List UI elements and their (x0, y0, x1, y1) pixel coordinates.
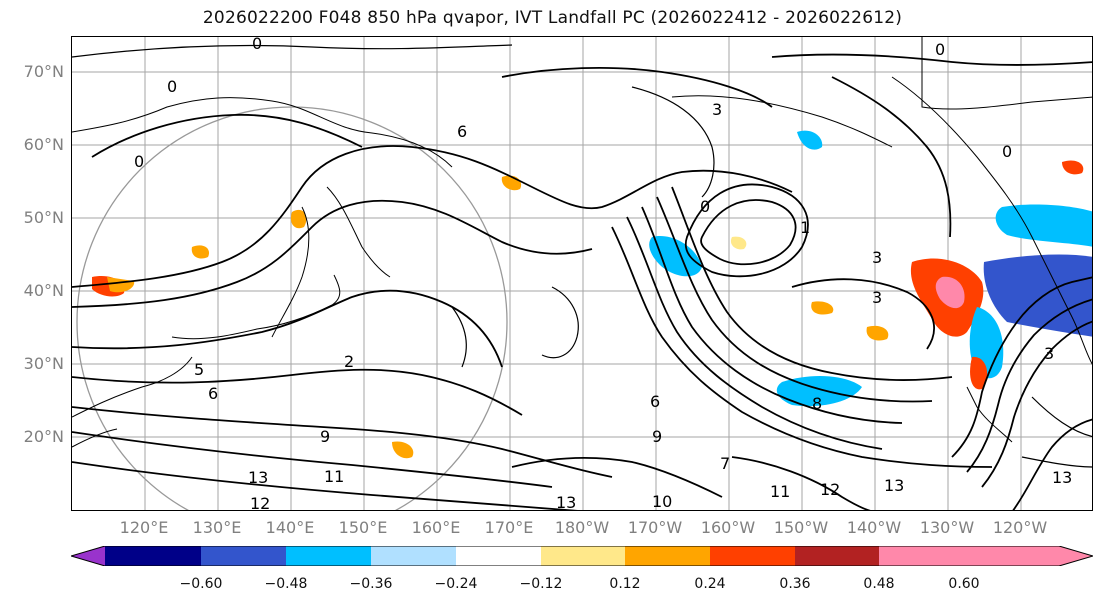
colorbar-tick: 0.48 (863, 576, 895, 592)
colorbar-segment (625, 546, 710, 566)
colorbar-tick: 0.36 (779, 576, 811, 592)
lon-label: 150°E (338, 518, 388, 537)
lon-label: 160°W (700, 518, 756, 537)
map-title: 2026022200 F048 850 hPa qvapor, IVT Land… (202, 8, 903, 28)
colorbar-segment (710, 546, 795, 566)
colorbar-segment (105, 546, 201, 566)
colorbar-segment (456, 546, 541, 566)
colorbar-segment (795, 546, 879, 566)
contour-label: 5 (194, 360, 204, 379)
contour-label: 3 (1044, 344, 1054, 363)
contour-label: 3 (872, 288, 882, 307)
colorbar-segment (879, 546, 964, 566)
contour-label: 0 (700, 197, 710, 216)
contour-label: 8 (812, 394, 822, 413)
lon-label: 180°W (554, 518, 610, 537)
colorbar-tick: −0.48 (264, 576, 308, 592)
colorbar-tick: −0.24 (434, 576, 478, 592)
colorbar-tick: −0.12 (519, 576, 563, 592)
contour-label: 2 (344, 352, 354, 371)
contour-label: 6 (650, 392, 660, 411)
lon-label: 120°W (992, 518, 1048, 537)
contour-label-group: 0 0 0 0 6 0 3 3 3 3 0 1 5 2 9 11 13 13 1… (134, 37, 1072, 511)
colorbar (71, 546, 1093, 566)
ivt-contours (72, 53, 1092, 510)
colorbar-segment (541, 546, 625, 566)
lon-label: 130°W (919, 518, 975, 537)
lat-label-60n: 60°N (23, 135, 64, 154)
colorbar-segment (371, 546, 456, 566)
lon-label: 140°W (846, 518, 902, 537)
contour-label: 13 (556, 493, 576, 511)
contour-label: 6 (208, 384, 218, 403)
lon-label: 170°E (484, 518, 534, 537)
lat-label-50n: 50°N (23, 208, 64, 227)
lat-label-20n: 20°N (23, 427, 64, 446)
range-ring (76, 106, 508, 510)
contour-label: 13 (248, 468, 268, 487)
contour-label: 12 (250, 494, 270, 511)
colorbar-tick: −0.36 (349, 576, 393, 592)
colorbar-segment (71, 546, 105, 566)
contour-label: 13 (884, 476, 904, 495)
contour-label: 0 (167, 77, 177, 96)
lat-label-70n: 70°N (23, 62, 64, 81)
contour-label: 11 (770, 482, 790, 501)
lon-label: 130°E (192, 518, 242, 537)
contour-label: 9 (652, 427, 662, 446)
colorbar-tick: 0.24 (694, 576, 726, 592)
contour-thin (72, 44, 1092, 468)
coastlines (72, 37, 1092, 448)
lon-label: 120°E (119, 518, 169, 537)
lon-label: 170°W (627, 518, 683, 537)
contour-label: 0 (252, 37, 262, 53)
colorbar-tick: 0.60 (948, 576, 980, 592)
qvapor-shading (92, 130, 1092, 459)
contour-label: 7 (720, 454, 730, 473)
lon-label: 160°E (411, 518, 461, 537)
contour-label: 10 (652, 492, 672, 511)
colorbar-tick: −0.60 (179, 576, 223, 592)
map-panel[interactable]: 0 0 0 0 6 0 3 3 3 3 0 1 5 2 9 11 13 13 1… (71, 36, 1093, 511)
contour-label: 3 (712, 100, 722, 119)
contour-label: 3 (872, 248, 882, 267)
colorbar-segment (964, 546, 1093, 566)
lon-label: 140°E (265, 518, 315, 537)
contour-label: 11 (324, 467, 344, 486)
colorbar-segment (286, 546, 371, 566)
contour-label: 0 (935, 40, 945, 59)
contour-label: 9 (320, 427, 330, 446)
contour-label: 13 (1052, 468, 1072, 487)
lat-label-30n: 30°N (23, 354, 64, 373)
contour-label: 0 (1002, 142, 1012, 161)
lat-label-40n: 40°N (23, 281, 64, 300)
contour-label: 0 (134, 152, 144, 171)
lon-label: 150°W (773, 518, 829, 537)
contour-label: 6 (457, 122, 467, 141)
contour-label: 1 (800, 218, 810, 237)
map-canvas: 0 0 0 0 6 0 3 3 3 3 0 1 5 2 9 11 13 13 1… (72, 37, 1092, 511)
colorbar-tick: 0.12 (609, 576, 641, 592)
contour-label: 12 (820, 480, 840, 499)
colorbar-segment (201, 546, 286, 566)
